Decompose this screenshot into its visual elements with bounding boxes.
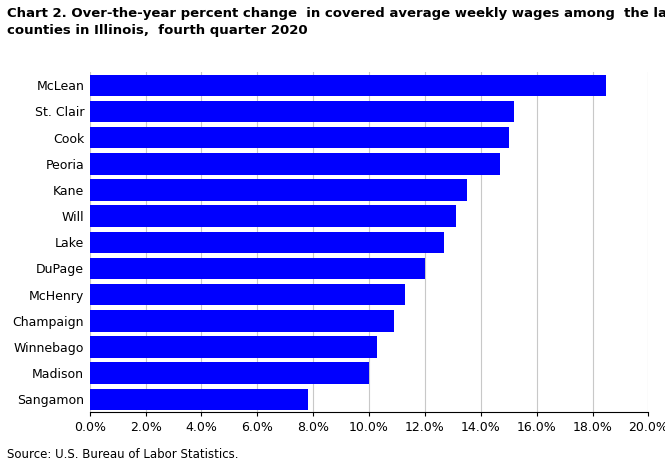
Bar [90, 179, 467, 201]
Bar [90, 101, 514, 122]
Bar [90, 389, 308, 410]
Text: Chart 2. Over-the-year percent change  in covered average weekly wages among  th: Chart 2. Over-the-year percent change in… [7, 7, 665, 37]
Bar [90, 75, 606, 96]
Text: Source: U.S. Bureau of Labor Statistics.: Source: U.S. Bureau of Labor Statistics. [7, 448, 238, 461]
Bar [90, 336, 378, 358]
Bar [90, 127, 509, 148]
Bar [90, 310, 394, 331]
Bar [90, 232, 444, 253]
Bar [90, 206, 456, 227]
Bar [90, 284, 406, 305]
Bar [90, 153, 500, 175]
Bar [90, 363, 369, 384]
Bar [90, 258, 425, 279]
